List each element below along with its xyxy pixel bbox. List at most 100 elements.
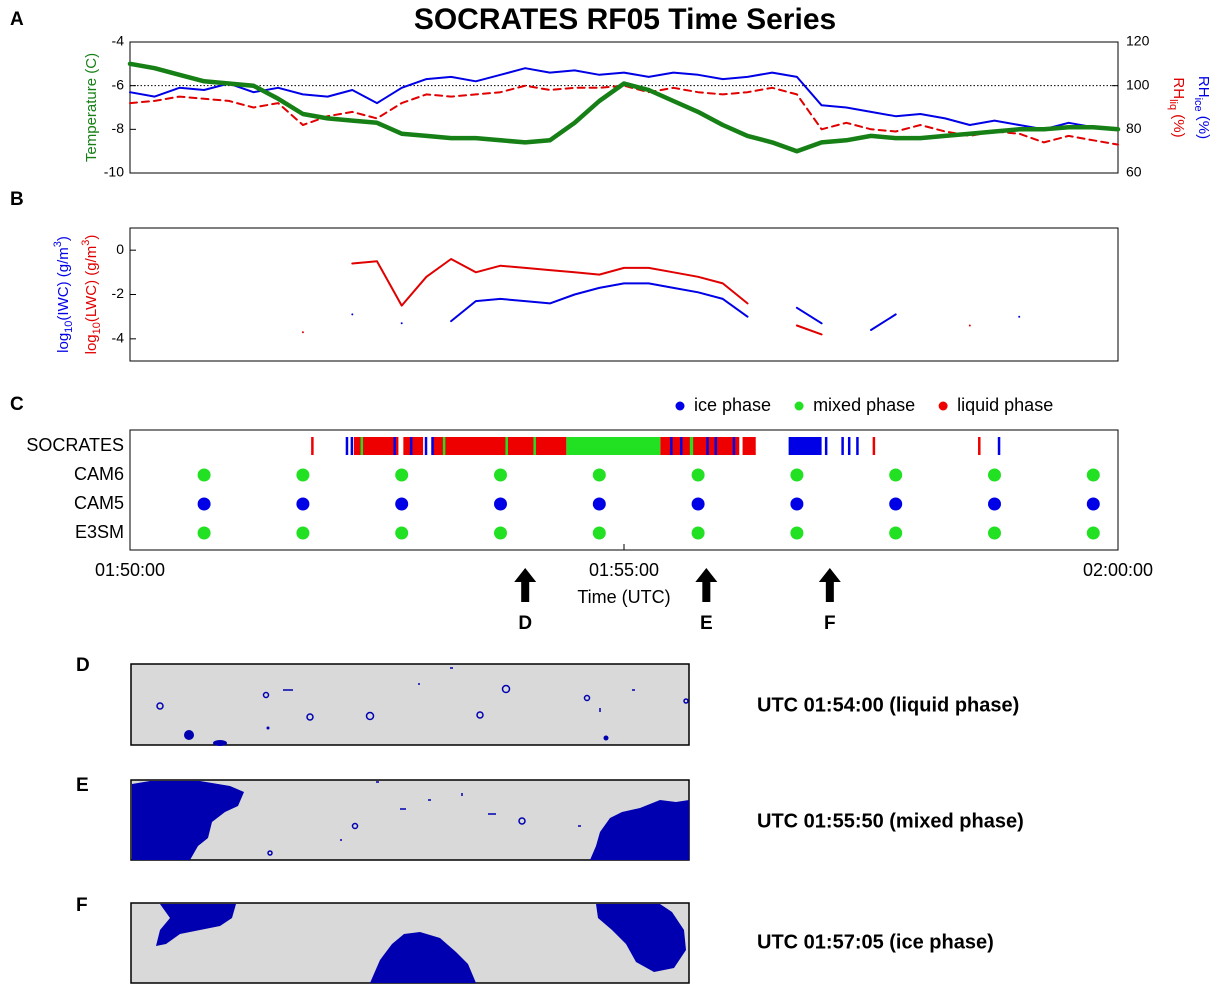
phase-dot (395, 468, 409, 482)
legend-marker (794, 401, 804, 411)
phase-segment (350, 437, 354, 455)
label-part: (%) (1195, 112, 1212, 140)
phase-dot (494, 497, 507, 511)
row-label: CAM5 (74, 493, 124, 513)
y2-tick-label: 60 (1126, 164, 1142, 180)
legend-marker (675, 401, 685, 411)
phase-segment (360, 437, 364, 455)
phase-segment (345, 437, 349, 455)
label-part: log (83, 334, 100, 354)
series-line (301, 258, 971, 336)
label-part: liq (1167, 99, 1179, 110)
axis-label: log10(IWC) (g/m3) (52, 236, 75, 353)
phase-dot (988, 526, 1001, 540)
y-tick-label: -8 (112, 120, 125, 136)
phase-segment (431, 437, 434, 455)
phase-dot (790, 468, 804, 482)
phase-segment (442, 437, 446, 455)
plot-frame (129, 227, 1119, 362)
label-part: 10 (91, 322, 103, 334)
image-panel-f: F UTC 01:57:05 (ice phase) (76, 895, 994, 984)
phase-segment (679, 437, 683, 455)
y-tick-label: -6 (112, 76, 125, 92)
phase-segment (714, 437, 718, 455)
phase-dot (494, 468, 507, 482)
y-tick-label: -10 (104, 164, 124, 180)
phase-segment (431, 437, 567, 455)
phase-segment (670, 437, 673, 455)
phase-segment (566, 437, 661, 455)
phase-segment (978, 437, 981, 455)
row-label: CAM6 (74, 464, 124, 484)
phase-segment (847, 437, 851, 455)
phase-dot (395, 526, 409, 540)
phase-segment (742, 437, 756, 455)
time-arrow (695, 568, 718, 602)
phase-segment (872, 437, 876, 455)
label-part: ) (55, 236, 72, 241)
label-part: Temperature (C) (83, 53, 100, 162)
phase-dot (592, 497, 606, 511)
axis-label: RHliq (%) (1167, 77, 1187, 137)
phase-segment (997, 437, 1001, 455)
label-part: (IWC) (g/m (55, 247, 72, 320)
time-arrow (818, 568, 841, 602)
arrow-label: E (700, 613, 713, 634)
label-part: (%) (1170, 110, 1187, 138)
time-arrow (514, 568, 537, 602)
phase-segment (409, 437, 413, 455)
label-part: ) (83, 235, 100, 240)
plot-frame (129, 41, 1119, 174)
phase-dot (889, 497, 903, 511)
phase-segment (841, 437, 844, 455)
row-label: E3SM (75, 522, 124, 542)
series-line (127, 61, 1121, 154)
phase-dot (691, 468, 705, 482)
x-tick-label: 01:55:00 (589, 560, 659, 580)
panel-letter: C (10, 394, 24, 415)
series-line (129, 67, 1119, 131)
phase-dot (988, 468, 1001, 482)
label-part: 3 (52, 241, 64, 247)
phase-dot (790, 526, 804, 540)
phase-segment (311, 437, 314, 455)
x-axis-label: Time (UTC) (577, 587, 670, 607)
panel-letter: A (10, 9, 24, 30)
image-panel-e: E UTC 01:55:50 (mixed phase) (76, 775, 1024, 861)
label-part: 10 (63, 321, 75, 333)
phase-segment (689, 437, 694, 455)
phase-dot (988, 497, 1001, 511)
axis-label: RHice (%) (1192, 76, 1212, 139)
phase-dot (197, 526, 211, 540)
phase-dot (1086, 497, 1100, 511)
phase-segment (824, 437, 828, 455)
axis-label: Temperature (C) (83, 53, 100, 162)
label-part: 3 (80, 240, 92, 246)
legend-label: liquid phase (957, 395, 1053, 415)
phase-dot (296, 468, 310, 482)
phase-dot (889, 468, 903, 482)
label-part: log (55, 333, 72, 353)
particle-blobs (267, 781, 581, 856)
phase-segment (732, 437, 736, 455)
phase-segment (403, 437, 424, 455)
phase-dot (296, 497, 310, 511)
y2-tick-label: 100 (1126, 76, 1150, 92)
phase-segment (353, 437, 399, 455)
panel-letter: E (76, 775, 89, 796)
y-tick-label: -4 (112, 33, 125, 49)
particle-blobs (132, 781, 689, 860)
phase-dot (494, 526, 507, 540)
row-label: SOCRATES (26, 435, 124, 455)
image-panel-d: D UTC 01:54:00 (liquid phase) (76, 655, 1019, 746)
particle-blobs (184, 726, 609, 746)
y2-tick-label: 80 (1126, 120, 1142, 136)
phase-dot (395, 497, 409, 511)
label-part: RH (1195, 76, 1212, 98)
y2-tick-label: 120 (1126, 33, 1150, 49)
y-tick-label: -4 (112, 330, 125, 346)
phase-dot (691, 497, 705, 511)
phase-segment (856, 437, 859, 455)
phase-dot (592, 468, 606, 482)
